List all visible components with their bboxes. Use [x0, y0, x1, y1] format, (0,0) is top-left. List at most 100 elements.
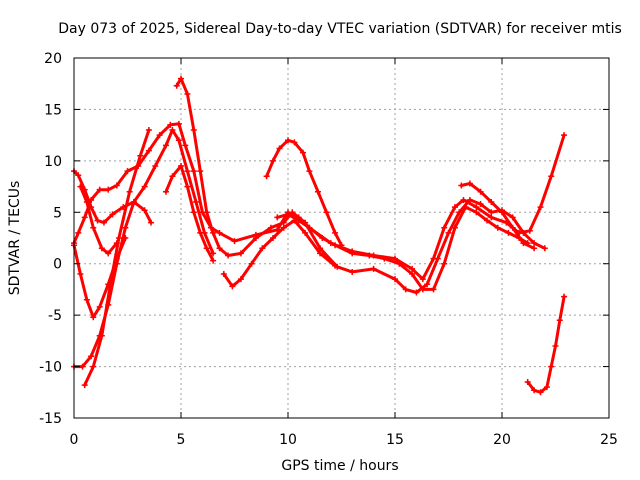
data-point [79, 363, 86, 370]
data-point [175, 137, 182, 144]
data-point [430, 286, 437, 293]
y-tick-label: 10 [44, 154, 62, 170]
data-point [122, 224, 129, 231]
data-point [537, 389, 544, 396]
data-point [541, 245, 548, 252]
data-point [184, 91, 191, 97]
data-point [441, 224, 448, 231]
data-point [462, 204, 469, 211]
data-point [556, 317, 563, 324]
data-point [458, 182, 465, 189]
data-point [561, 132, 568, 139]
data-point [548, 173, 555, 180]
data-point [488, 199, 495, 205]
data-point [477, 188, 484, 195]
data-point [552, 343, 559, 349]
data-point [229, 283, 236, 290]
data-point [381, 255, 388, 262]
data-point [216, 229, 223, 236]
data-point [466, 180, 473, 187]
data-point [531, 245, 538, 252]
data-point [105, 186, 112, 193]
data-point [473, 209, 480, 216]
data-point [75, 172, 82, 179]
data-point [100, 219, 107, 226]
data-point [505, 229, 512, 236]
y-tick-label: 15 [44, 102, 62, 118]
data-point [306, 224, 313, 231]
chart-title: Day 073 of 2025, Sidereal Day-to-day VTE… [58, 21, 622, 37]
data-point [197, 168, 204, 175]
data-point [175, 120, 182, 127]
series-trace-12 [459, 182, 536, 250]
data-point [280, 224, 287, 231]
data-point [349, 250, 356, 257]
data-point [190, 127, 197, 133]
data-point [531, 387, 538, 394]
data-point [184, 168, 191, 175]
data-point [145, 147, 152, 154]
data-point [520, 229, 527, 236]
y-tick-label: -10 [39, 360, 62, 376]
data-point [167, 121, 174, 128]
series-trace-1 [72, 122, 566, 281]
data-point [192, 199, 199, 205]
data-point [81, 214, 88, 221]
data-point [197, 229, 204, 236]
data-point [126, 188, 133, 195]
data-point [402, 286, 409, 293]
data-point [96, 303, 103, 310]
data-point [285, 211, 291, 218]
x-tick-label: 15 [386, 432, 404, 448]
data-point [488, 209, 495, 216]
data-point [81, 382, 88, 389]
data-point [306, 168, 313, 175]
data-point [456, 209, 463, 216]
data-point [270, 235, 277, 241]
data-point [83, 199, 90, 205]
data-point [424, 281, 431, 288]
data-point [434, 255, 441, 262]
data-point [88, 353, 95, 360]
data-point [285, 137, 291, 144]
data-point [263, 173, 270, 180]
data-point [473, 204, 480, 211]
data-point [494, 224, 501, 231]
series-trace-6 [78, 185, 119, 255]
data-point [190, 209, 197, 216]
data-point [460, 196, 467, 203]
data-point [441, 260, 448, 267]
data-point [137, 152, 144, 159]
data-point [267, 224, 274, 231]
data-point [299, 149, 306, 156]
data-point [477, 201, 484, 208]
y-tick-label: -5 [48, 308, 62, 324]
data-point [178, 163, 184, 169]
data-point [317, 250, 324, 257]
data-point [231, 238, 238, 245]
data-point [413, 289, 420, 296]
series-layer [71, 75, 568, 396]
data-point [210, 257, 217, 264]
data-point [115, 235, 122, 241]
data-point [302, 229, 309, 236]
data-point [182, 142, 189, 149]
data-point [220, 271, 227, 277]
data-point [509, 214, 516, 221]
data-point [98, 245, 105, 252]
data-point [561, 293, 568, 300]
data-point [252, 235, 259, 241]
data-point [314, 188, 321, 195]
data-point [190, 168, 197, 175]
y-tick-label: 20 [44, 51, 62, 67]
data-point [484, 217, 491, 224]
data-point [77, 271, 84, 277]
data-point [466, 196, 473, 203]
series-trace-5 [83, 128, 151, 387]
data-point [77, 183, 84, 190]
y-axis-label: SDTVAR / TECUs [7, 181, 23, 296]
data-point [396, 260, 403, 267]
data-point [210, 229, 217, 236]
data-point [419, 286, 426, 293]
